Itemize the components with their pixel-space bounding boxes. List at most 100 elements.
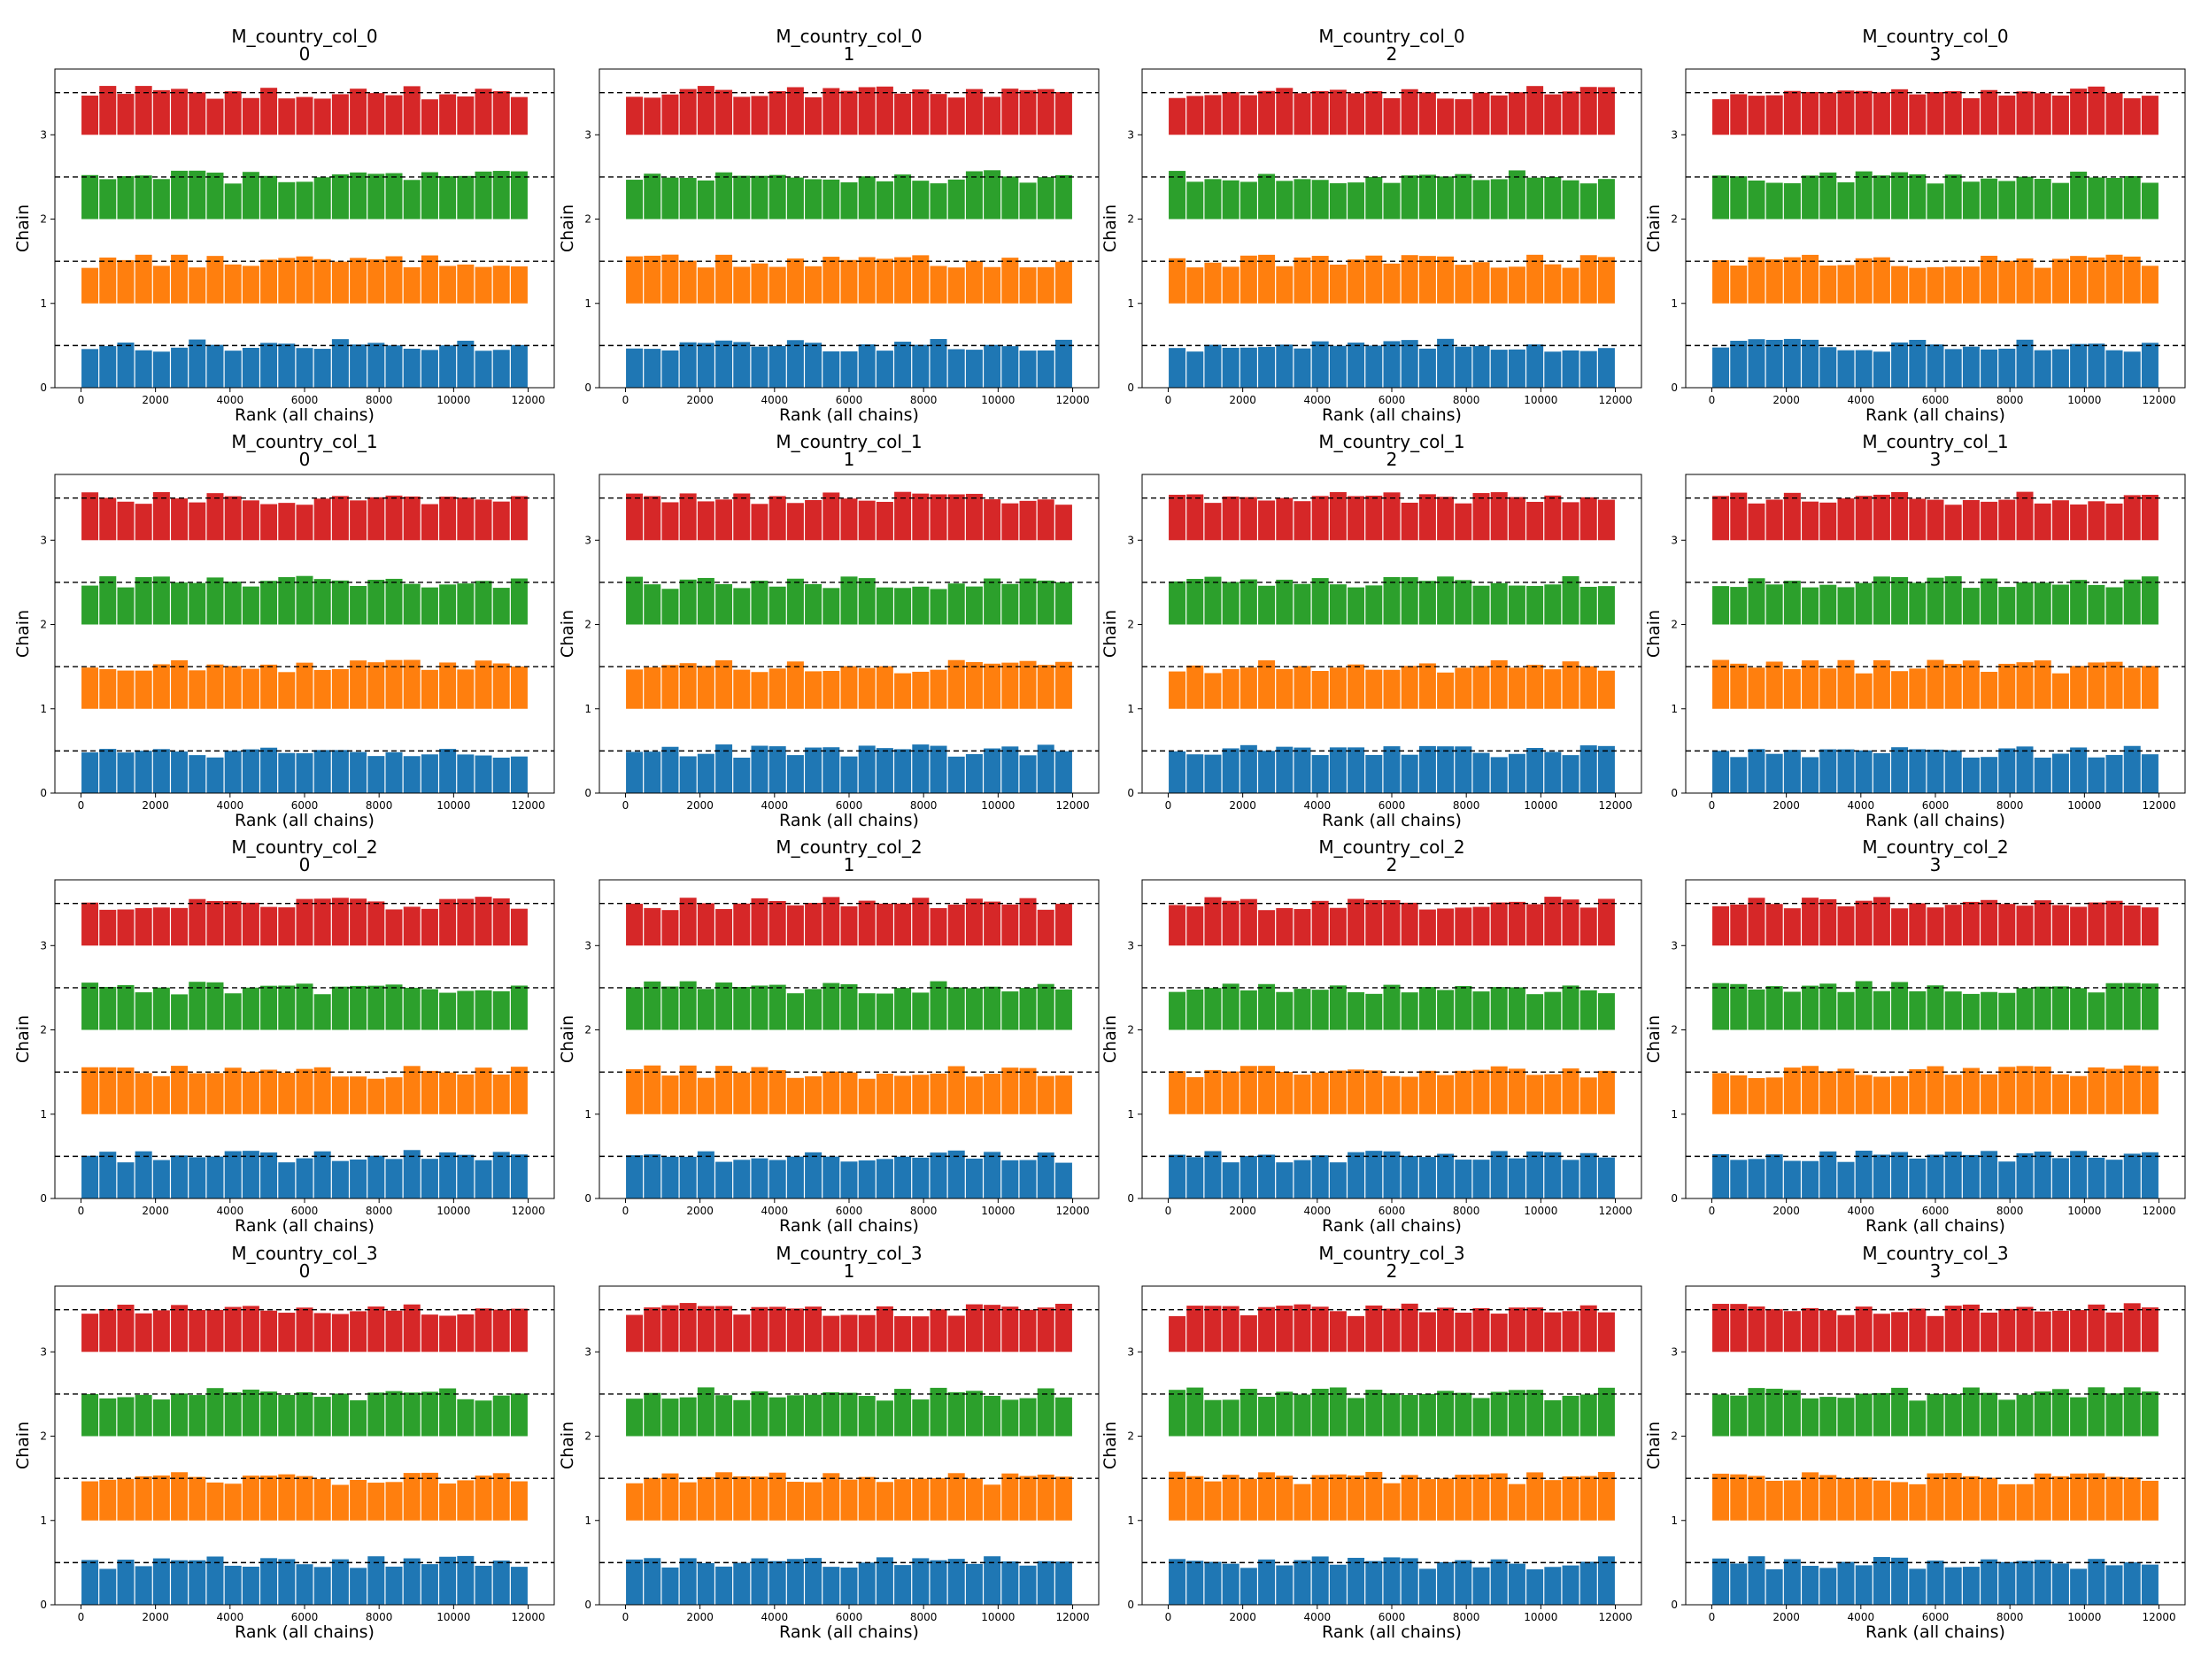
bar-chain-1: [1348, 664, 1365, 709]
bar-chain-2: [152, 987, 170, 1030]
bar-chain-1: [1169, 1071, 1186, 1114]
bar-chain-1: [894, 673, 912, 709]
bar-chain-3: [661, 910, 679, 946]
x-tick-label: 10000: [981, 394, 1015, 406]
bar-chain-1: [1401, 1475, 1418, 1521]
bar-chain-0: [1455, 1560, 1472, 1605]
bar-chain-0: [1855, 1565, 1873, 1605]
bar-chain-0: [350, 1568, 367, 1605]
bar-chain-1: [965, 260, 983, 304]
bar-chain-2: [1240, 990, 1257, 1030]
bar-chain-2: [965, 586, 983, 625]
bar-chain-3: [1748, 1306, 1765, 1352]
bar-chain-1: [1944, 1473, 1962, 1521]
bar-chain-0: [2105, 350, 2123, 388]
bar-chain-2: [2016, 1394, 2034, 1437]
bar-chain-0: [152, 1558, 170, 1605]
y-axis-label: Chain: [13, 1015, 33, 1063]
bar-chain-0: [1204, 344, 1222, 388]
bar-chain-3: [1037, 909, 1054, 946]
bar-chain-0: [1348, 1152, 1365, 1198]
bar-chain-2: [1526, 994, 1544, 1030]
bar-chain-3: [171, 907, 189, 946]
bar-chain-2: [1579, 586, 1597, 625]
x-tick-label: 8000: [1453, 394, 1480, 406]
bar-chain-1: [1037, 665, 1054, 709]
bar-chain-2: [930, 981, 947, 1030]
bar-chain-0: [1311, 1155, 1329, 1198]
x-tick-label: 8000: [366, 394, 393, 406]
bar-chain-3: [457, 898, 475, 946]
bar-chain-0: [644, 349, 661, 388]
bar-chain-2: [1472, 585, 1490, 625]
bar-chain-1: [1597, 1070, 1615, 1114]
bar-chain-1: [2088, 1067, 2105, 1114]
bar-chain-1: [894, 257, 912, 304]
bar-chain-2: [626, 180, 644, 220]
bar-chain-1: [385, 256, 403, 304]
bar-chain-3: [1873, 494, 1890, 541]
bar-chain-2: [1054, 989, 1072, 1030]
bar-chain-3: [912, 89, 930, 135]
bar-chain-3: [1186, 1306, 1204, 1352]
bar-chain-0: [1891, 1557, 1909, 1605]
bar-chain-2: [1258, 585, 1276, 625]
bar-chain-1: [1383, 263, 1401, 304]
bar-chain-1: [1837, 1477, 1855, 1521]
bar-chain-1: [135, 1476, 152, 1521]
y-axis-label: Chain: [1100, 1422, 1120, 1469]
bar-chain-1: [1944, 664, 1962, 709]
bar-chain-0: [313, 750, 331, 793]
y-tick-label: 2: [1127, 1024, 1134, 1037]
bar-chain-2: [1526, 1390, 1544, 1437]
y-tick-label: 0: [584, 1599, 591, 1611]
bar-chain-0: [1383, 341, 1401, 388]
bar-chain-0: [1765, 753, 1783, 793]
x-axis-label: Rank (all chains): [1322, 1622, 1462, 1642]
bar-chain-0: [1998, 1561, 2016, 1605]
bar-chain-2: [1981, 178, 1998, 220]
x-tick-label: 12000: [1055, 1611, 1089, 1623]
bar-chain-0: [661, 1156, 679, 1198]
bar-chain-0: [1597, 745, 1615, 793]
bar-chain-1: [117, 1478, 135, 1521]
bar-chain-3: [1455, 503, 1472, 541]
x-tick-label: 12000: [1598, 1205, 1632, 1217]
bar-chain-0: [1258, 346, 1276, 388]
bar-chain-2: [189, 170, 206, 220]
subplot-subtitle: 1: [844, 43, 855, 65]
bar-chain-2: [1294, 583, 1311, 625]
bar-chain-3: [947, 494, 965, 541]
bar-chain-3: [403, 1304, 421, 1352]
bar-chain-3: [1819, 1310, 1837, 1352]
bar-chain-1: [1204, 262, 1222, 304]
bar-chain-0: [242, 749, 259, 793]
bar-chain-3: [715, 89, 733, 135]
bar-chain-2: [403, 1392, 421, 1437]
subplot-3-0: M_country_col_300 2000 4000 6000 8000 10000 12…: [13, 1243, 555, 1642]
bar-chain-0: [1365, 1561, 1383, 1605]
bar-chain-2: [1348, 182, 1365, 220]
y-axis-label: Chain: [558, 204, 577, 252]
y-tick-label: 2: [584, 1430, 591, 1443]
bar-chain-1: [697, 1476, 714, 1521]
bar-chain-1: [876, 258, 893, 304]
bar-chain-0: [626, 1559, 644, 1605]
bar-chain-3: [1365, 899, 1383, 946]
bar-chain-0: [2123, 1153, 2141, 1198]
x-tick-label: 12000: [2142, 1611, 2175, 1623]
y-tick-label: 3: [584, 534, 591, 546]
bar-chain-1: [2016, 1483, 2034, 1521]
bar-chain-3: [1998, 95, 2016, 135]
bar-chain-0: [117, 343, 135, 388]
x-tick-label: 6000: [1379, 1611, 1406, 1623]
bar-chain-3: [876, 86, 893, 135]
bar-chain-2: [1944, 576, 1962, 625]
bar-chain-3: [135, 1313, 152, 1352]
bar-chain-1: [2051, 673, 2069, 709]
bar-chain-2: [313, 994, 331, 1030]
bar-chain-3: [2034, 900, 2051, 946]
subplot-3-1: M_country_col_310 2000 4000 6000 8000 10000 12…: [558, 1243, 1100, 1642]
bar-chain-1: [1186, 267, 1204, 304]
x-axis-label: Rank (all chains): [235, 405, 375, 425]
